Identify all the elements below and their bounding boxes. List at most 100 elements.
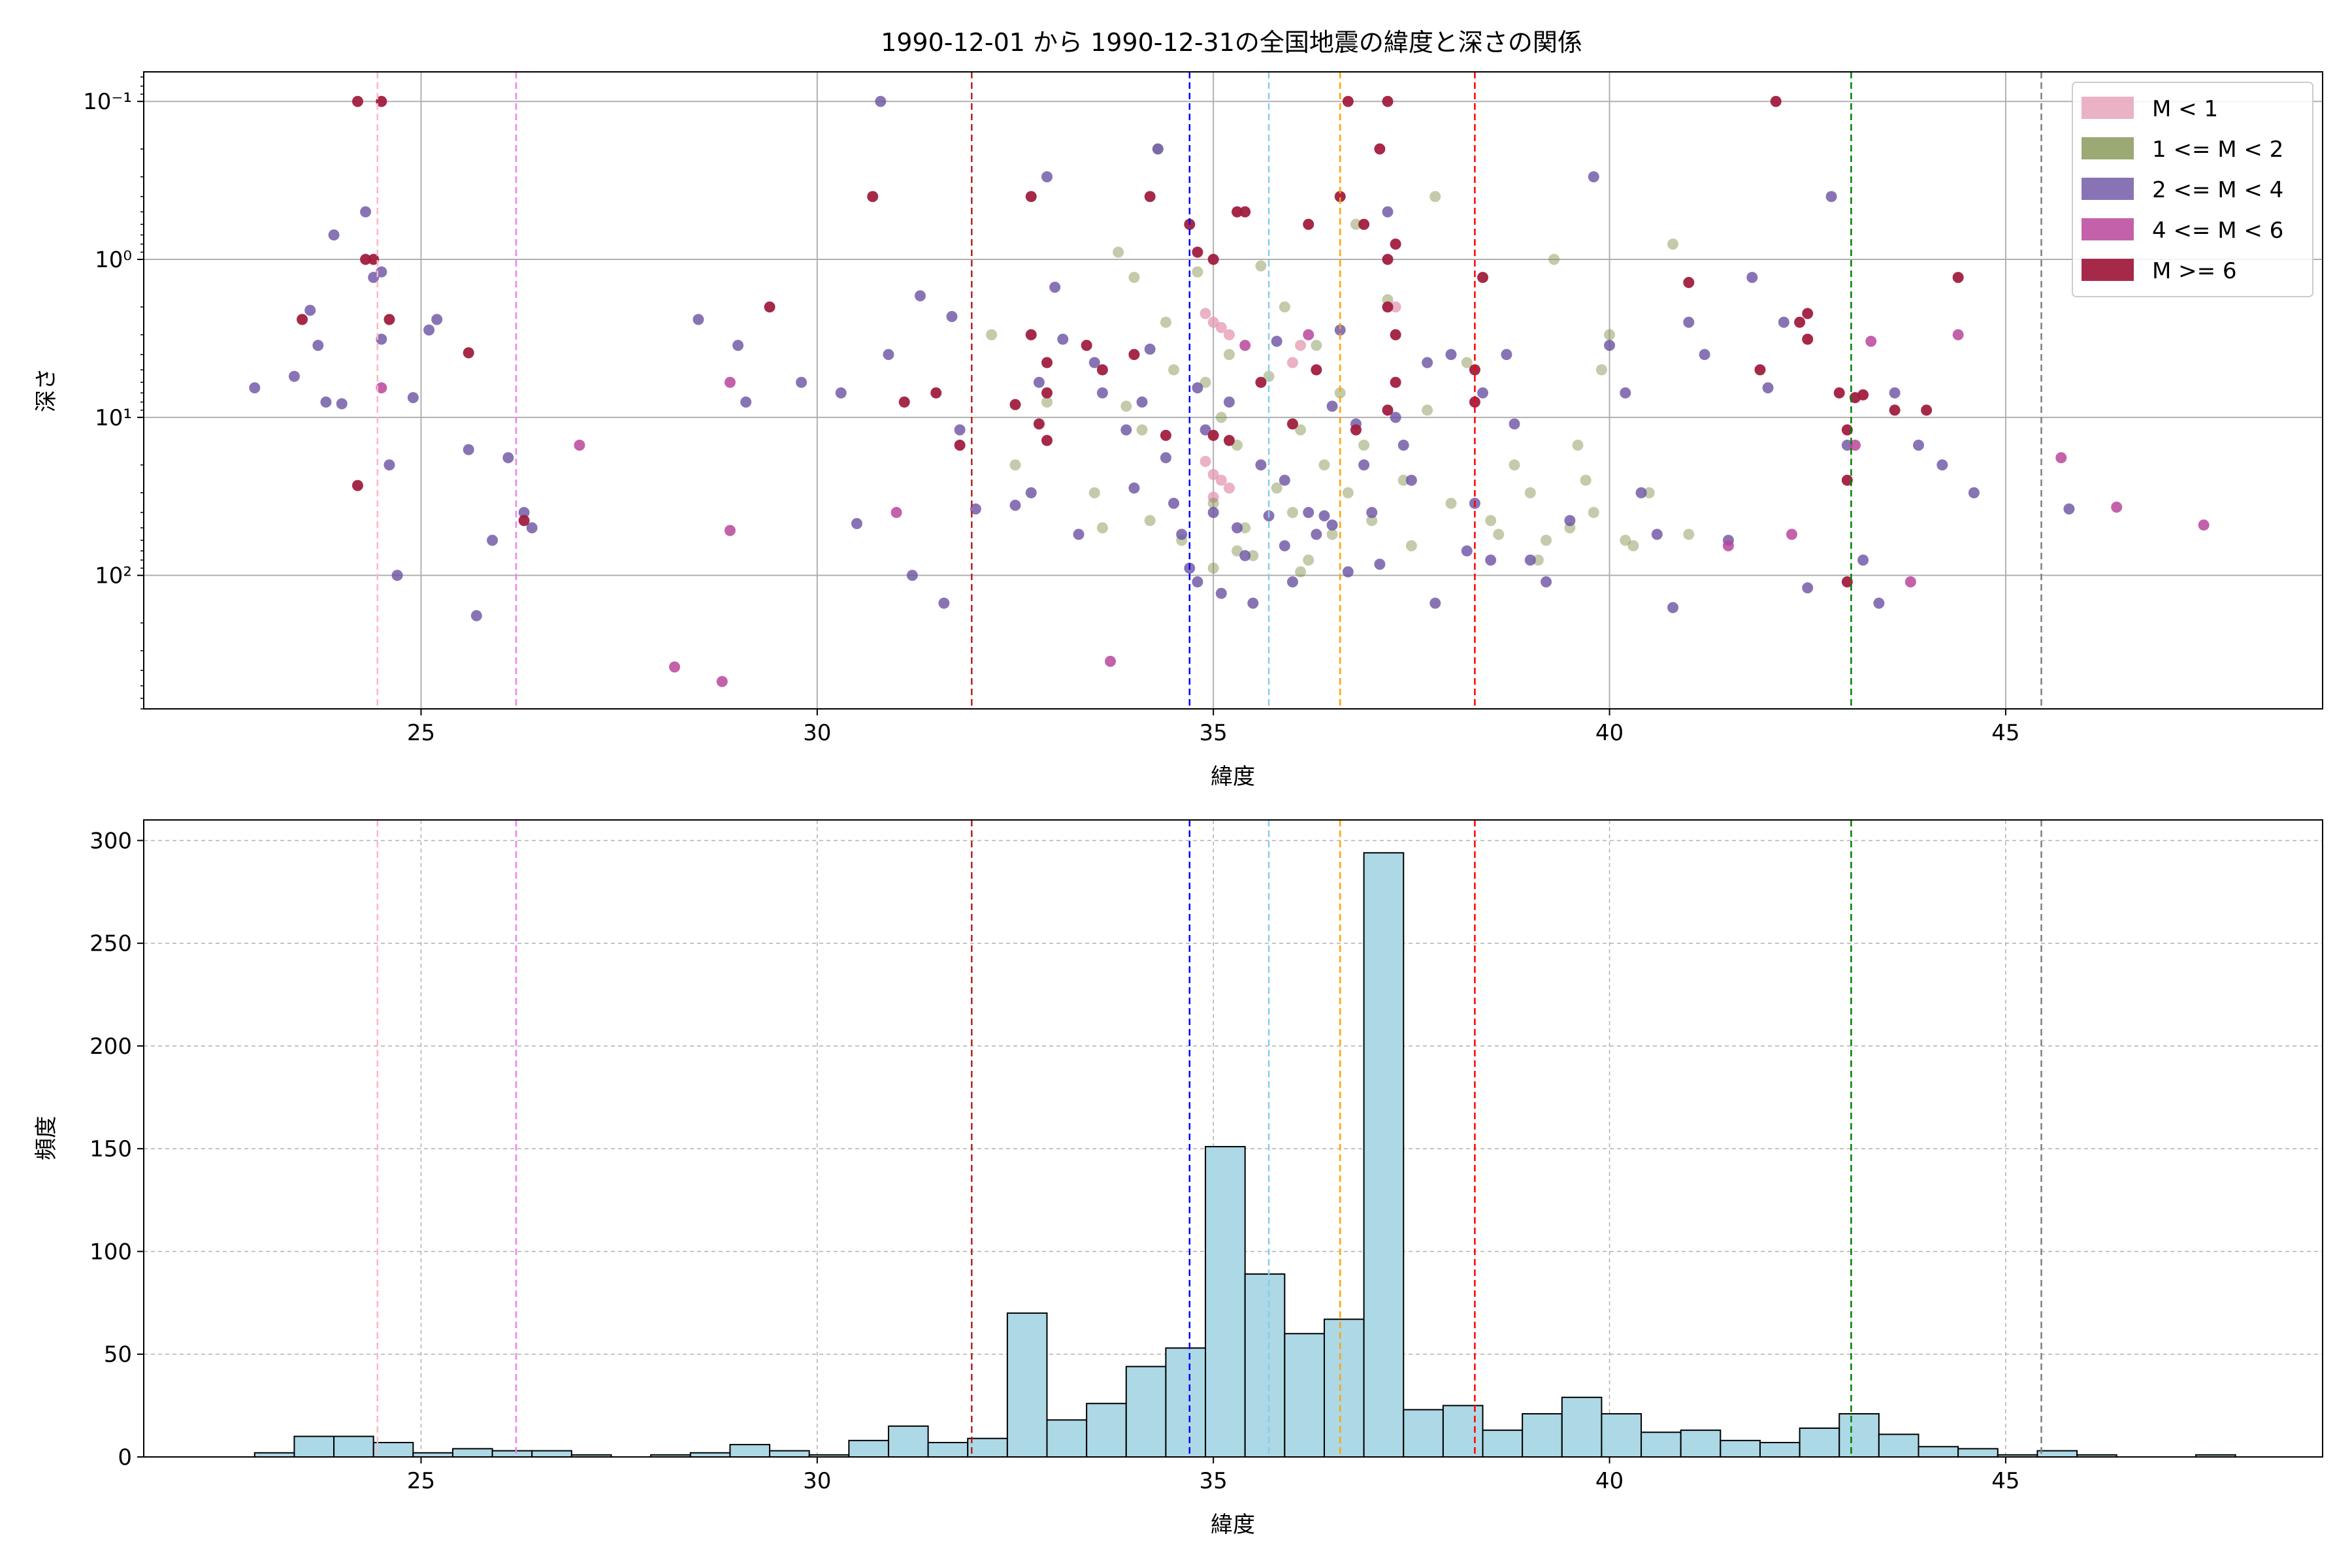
scatter-point: [249, 382, 261, 394]
scatter-y-tick-label: 10²: [95, 563, 132, 589]
scatter-point: [1358, 439, 1370, 451]
scatter-point: [1033, 418, 1045, 430]
histogram-bar: [1680, 1429, 1722, 1458]
scatter-point: [1271, 482, 1282, 494]
histogram-bar: [1601, 1413, 1642, 1458]
histogram-bar: [1759, 1441, 1801, 1458]
scatter-point: [376, 333, 387, 345]
histogram-bar: [451, 1448, 493, 1458]
histogram-x-tick-label: 45: [1991, 1468, 2019, 1494]
histogram-bar: [1799, 1427, 1840, 1458]
scatter-point: [1778, 316, 1789, 328]
scatter-point: [1382, 404, 1394, 416]
scatter-point: [1223, 329, 1235, 340]
scatter-point: [1509, 459, 1520, 471]
scatter-point: [1873, 597, 1885, 609]
histogram-bar: [2036, 1450, 2078, 1458]
legend: M < 1 1 <= M < 2 2 <= M < 4 4 <= M < 6 M >= …: [2072, 82, 2313, 297]
scatter-point: [1247, 549, 1259, 561]
scatter-point: [669, 661, 681, 673]
scatter-point: [1009, 499, 1021, 511]
scatter-point: [2198, 519, 2210, 531]
scatter-point: [1128, 349, 1140, 361]
scatter-point: [1699, 349, 1710, 361]
scatter-point: [2111, 501, 2123, 513]
scatter-point: [1279, 474, 1290, 486]
scatter-point: [1397, 439, 1409, 451]
scatter-x-axis-label: 緯度: [1211, 764, 1255, 790]
scatter-point: [1232, 206, 1243, 218]
legend-label: 4 <= M < 6: [2152, 218, 2283, 244]
scatter-point: [1865, 335, 1877, 347]
histogram-panel: 25 30 35 40 45 0 50 100 150 200 250 300 緯度 頻度: [33, 819, 2323, 1538]
scatter-point: [970, 503, 981, 515]
histogram-y-tick-label: 0: [118, 1445, 132, 1471]
scatter-point: [360, 206, 372, 218]
scatter-point: [1667, 602, 1679, 613]
scatter-point: [1286, 576, 1298, 588]
scatter-y-tick-label: 10⁰: [95, 247, 132, 273]
scatter-point: [526, 522, 538, 534]
scatter-point: [1683, 276, 1695, 288]
scatter-point: [1382, 206, 1394, 218]
scatter-point: [914, 290, 926, 302]
scatter-point: [1303, 506, 1315, 518]
scatter-point: [1889, 387, 1901, 399]
scatter-point: [1754, 364, 1766, 376]
legend-box: [2072, 82, 2313, 297]
scatter-point: [1271, 335, 1282, 347]
scatter-point: [1326, 400, 1338, 412]
scatter-point: [1223, 396, 1235, 408]
scatter-point: [1326, 519, 1338, 531]
scatter-point: [1223, 349, 1235, 361]
scatter-point: [1286, 506, 1298, 518]
scatter-point: [1620, 387, 1631, 399]
scatter-point: [1192, 266, 1203, 278]
scatter-point: [351, 95, 363, 107]
scatter-point: [1295, 566, 1307, 578]
scatter-point: [574, 439, 585, 451]
histogram-x-ticks: 25 30 35 40 45: [407, 1457, 2020, 1494]
scatter-point: [1334, 191, 1346, 203]
scatter-point: [1382, 301, 1394, 313]
scatter-point: [1088, 487, 1100, 498]
histogram-axes-frame: [143, 819, 2323, 1458]
scatter-point: [1009, 459, 1021, 471]
legend-swatch: [2082, 218, 2134, 240]
scatter-point: [1207, 506, 1219, 518]
scatter-point: [1303, 218, 1315, 230]
histogram-y-tick-label: 100: [90, 1239, 132, 1265]
scatter-point: [867, 191, 879, 203]
scatter-point: [1279, 301, 1290, 313]
scatter-x-tick-label: 30: [803, 720, 831, 746]
histogram-bar: [293, 1435, 335, 1458]
scatter-point: [724, 525, 736, 536]
scatter-points: [249, 95, 2210, 687]
scatter-point: [1041, 171, 1053, 183]
scatter-point: [1120, 400, 1132, 412]
scatter-point: [1200, 376, 1211, 388]
histogram-bar: [372, 1441, 414, 1458]
scatter-point: [875, 95, 887, 107]
scatter-point: [851, 517, 862, 529]
scatter-point: [1541, 534, 1552, 546]
histogram-y-tick-label: 200: [90, 1034, 132, 1060]
scatter-point: [1342, 566, 1354, 578]
scatter-point: [1207, 497, 1219, 509]
scatter-point: [1152, 143, 1164, 155]
scatter-point: [1445, 497, 1457, 509]
scatter-axes-frame: [143, 71, 2323, 710]
scatter-point: [1382, 253, 1394, 265]
scatter-point: [463, 444, 474, 455]
scatter-point: [1192, 246, 1203, 258]
scatter-point: [1643, 487, 1655, 498]
scatter-point: [1200, 308, 1211, 319]
scatter-grid: [144, 72, 2323, 709]
scatter-point: [423, 324, 435, 336]
scatter-point: [1160, 316, 1171, 328]
histogram-x-tick-label: 30: [803, 1468, 831, 1494]
legend-label: 1 <= M < 2: [2152, 137, 2283, 163]
histogram-x-axis-label: 緯度: [1211, 1512, 1255, 1538]
scatter-point: [1485, 515, 1497, 527]
histogram-bar: [1205, 1146, 1246, 1458]
